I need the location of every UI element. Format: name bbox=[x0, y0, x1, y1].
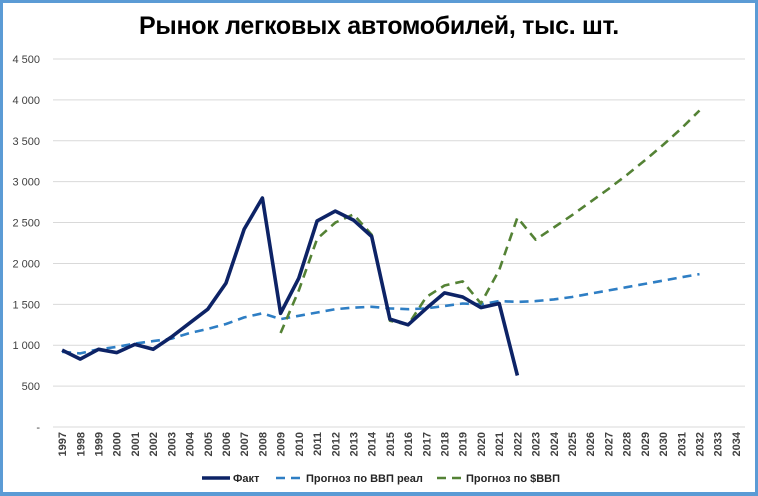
gridlines bbox=[53, 58, 745, 428]
x-axis-labels: 1997 1998 1999 2000 2001 2002 2003 2004 2005 2006… bbox=[57, 431, 743, 456]
x-tick-label: 2031 bbox=[676, 432, 688, 456]
y-tick-label: 2 000 bbox=[12, 258, 40, 270]
y-tick-label: 1 500 bbox=[12, 299, 40, 311]
x-tick-label: 1997 bbox=[57, 432, 69, 456]
x-tick-label: 2030 bbox=[658, 432, 670, 456]
x-tick-label: 2014 bbox=[367, 431, 379, 456]
x-tick-label: 2033 bbox=[713, 432, 725, 456]
x-tick-label: 2034 bbox=[731, 431, 743, 456]
x-tick-label: 2009 bbox=[276, 432, 288, 456]
x-tick-label: 2007 bbox=[239, 432, 251, 456]
x-tick-label: 2010 bbox=[294, 432, 306, 456]
y-tick-label: 4 500 bbox=[12, 54, 40, 66]
x-tick-label: 2017 bbox=[421, 432, 433, 456]
x-tick-label: 1998 bbox=[75, 432, 87, 456]
y-tick-label: 500 bbox=[22, 381, 40, 393]
legend-label: Прогноз по $ВВП bbox=[466, 473, 560, 485]
x-tick-label: 2032 bbox=[694, 432, 706, 456]
x-tick-label: 2002 bbox=[148, 432, 160, 456]
x-tick-label: 2024 bbox=[549, 431, 561, 456]
legend-label: Факт bbox=[233, 473, 260, 485]
y-tick-label: 3 000 bbox=[12, 177, 40, 189]
series-lines bbox=[61, 109, 701, 376]
x-tick-label: 2029 bbox=[640, 432, 652, 456]
y-tick-label: 2 500 bbox=[12, 218, 40, 230]
x-tick-label: 2008 bbox=[257, 432, 269, 456]
series-line-0 bbox=[61, 196, 520, 376]
y-tick-label: 3 500 bbox=[12, 136, 40, 148]
x-tick-label: 2016 bbox=[403, 432, 415, 456]
x-tick-label: 2021 bbox=[494, 432, 506, 456]
x-tick-label: 2027 bbox=[603, 432, 615, 456]
chart-title: Рынок легковых автомобилей, тыс. шт. bbox=[139, 12, 619, 40]
x-tick-label: 2025 bbox=[567, 432, 579, 456]
series-line-2 bbox=[279, 109, 701, 334]
y-tick-label: - bbox=[36, 422, 40, 434]
x-tick-label: 2019 bbox=[458, 432, 470, 456]
x-tick-label: 2001 bbox=[130, 432, 142, 456]
x-tick-label: 2015 bbox=[385, 432, 397, 456]
x-tick-label: 2023 bbox=[531, 432, 543, 456]
x-tick-label: 2011 bbox=[312, 432, 324, 456]
x-tick-label: 2018 bbox=[440, 432, 452, 456]
x-tick-label: 2012 bbox=[330, 432, 342, 456]
x-tick-label: 2006 bbox=[221, 432, 233, 456]
x-tick-label: 2022 bbox=[512, 432, 524, 456]
y-tick-label: 4 000 bbox=[12, 95, 40, 107]
x-tick-label: 2000 bbox=[112, 432, 124, 456]
x-tick-label: 2005 bbox=[203, 432, 215, 456]
x-tick-label: 2028 bbox=[622, 432, 634, 456]
y-axis-labels: - 500 1 000 1 500 2 000 2 500 3 000 3 500 4 000 4… bbox=[12, 54, 40, 434]
y-tick-label: 1 000 bbox=[12, 340, 40, 352]
x-tick-label: 2003 bbox=[166, 432, 178, 456]
x-tick-label: 2013 bbox=[348, 432, 360, 456]
x-tick-label: 2004 bbox=[185, 431, 197, 456]
legend-label: Прогноз по ВВП реал bbox=[306, 473, 423, 485]
x-tick-label: 2020 bbox=[476, 432, 488, 456]
legend: Факт Прогноз по ВВП реал Прогноз по $ВВП bbox=[202, 473, 560, 485]
x-tick-label: 2026 bbox=[585, 432, 597, 456]
x-tick-label: 1999 bbox=[94, 432, 106, 456]
